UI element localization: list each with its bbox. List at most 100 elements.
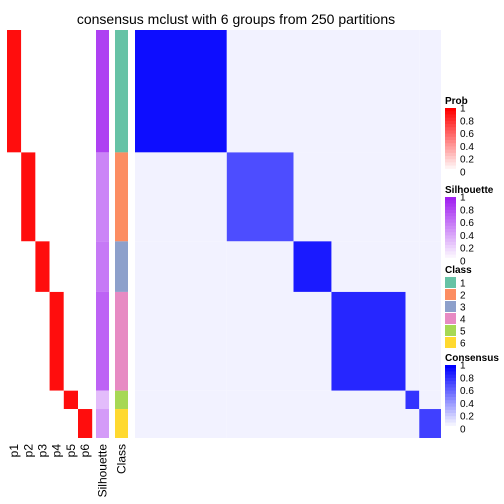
- prob-cell-p6-class-4: [78, 291, 93, 391]
- prob-cell-p5-class-1: [63, 30, 78, 153]
- consensus-block-3-3: [293, 241, 332, 292]
- prob-cell-p6-class-2: [78, 152, 93, 242]
- legend-gradient-step: [445, 377, 456, 382]
- legend-tick-label: 0.4: [460, 399, 474, 410]
- prob-cell-p4-class-2: [49, 152, 64, 242]
- prob-cell-p5-class-4: [63, 291, 78, 391]
- legend-gradient-step: [445, 197, 456, 201]
- consensus-block-6-6: [419, 409, 441, 438]
- prob-cell-p4-class-4: [49, 291, 64, 391]
- legend-gradient-step: [445, 393, 456, 398]
- silhouette-cell-class-3: [96, 241, 109, 292]
- consensus-block-1-4: [331, 30, 406, 153]
- consensus-block-5-1: [135, 390, 227, 410]
- prob-cell-p1-class-2: [7, 152, 22, 242]
- prob-cell-p2-class-6: [21, 409, 36, 438]
- legend-tick-label: 0.2: [460, 244, 474, 255]
- legend-class-swatch: [445, 289, 456, 300]
- consensus-block-2-2: [226, 152, 294, 242]
- legend-gradient-step: [445, 422, 456, 427]
- consensus-block-4-2: [226, 291, 294, 391]
- consensus-block-3-5: [405, 241, 420, 292]
- prob-cell-p4-class-3: [49, 241, 64, 292]
- legend-gradient-step: [445, 124, 456, 128]
- legend-class-swatch: [445, 313, 456, 324]
- legend-gradient-step: [445, 251, 456, 256]
- legend-tick-label: 0.8: [460, 116, 474, 127]
- prob-cell-p1-class-3: [7, 241, 22, 292]
- class-cell-2: [115, 152, 128, 242]
- legend-gradient-step: [445, 368, 456, 372]
- legend-gradient-step: [445, 127, 456, 131]
- legend-tick-label: 0: [460, 257, 466, 268]
- legend-gradient-step: [445, 117, 456, 122]
- consensus-block-5-3: [293, 390, 332, 410]
- consensus-block-6-5: [405, 409, 420, 438]
- legend-gradient-step: [445, 374, 456, 379]
- legend-gradient-step: [445, 254, 456, 259]
- prob-cell-p3-class-6: [35, 409, 50, 438]
- legend-gradient-step: [445, 229, 456, 233]
- legend-gradient-step: [445, 136, 456, 141]
- prob-cell-p4-class-5: [49, 390, 64, 410]
- legend-tick-label: 0.4: [460, 142, 474, 153]
- class-cell-5: [115, 390, 128, 410]
- prob-cell-p4-class-1: [49, 30, 64, 153]
- prob-cell-p2-class-4: [21, 291, 36, 391]
- prob-cell-p5-class-2: [63, 152, 78, 242]
- consensus-matrix: [135, 30, 441, 438]
- legend-gradient-step: [445, 425, 456, 430]
- legend-title: Consensus: [445, 353, 499, 364]
- legend-gradient-step: [445, 111, 456, 115]
- prob-cell-p2-class-2: [21, 152, 36, 242]
- legend-class-swatch: [445, 337, 456, 348]
- prob-cell-p2-class-5: [21, 390, 36, 410]
- consensus-block-4-3: [293, 291, 332, 391]
- legend-gradient-step: [445, 416, 456, 420]
- legend-gradient-step: [445, 397, 456, 401]
- consensus-block-6-1: [135, 409, 227, 438]
- prob-cell-p4-class-6: [49, 409, 64, 438]
- consensus-block-2-5: [405, 152, 420, 242]
- consensus-block-5-4: [331, 390, 406, 410]
- consensus-block-3-2: [226, 241, 294, 292]
- legend-tick-label: 0.6: [460, 386, 474, 397]
- consensus-block-4-5: [405, 291, 420, 391]
- column-label-silhouette: Silhouette: [96, 444, 110, 498]
- legend-gradient-step: [445, 387, 456, 392]
- legend-gradient-step: [445, 120, 456, 125]
- consensus-block-1-3: [293, 30, 332, 153]
- silhouette-cell-class-2: [96, 152, 109, 242]
- legend-gradient-step: [445, 225, 456, 230]
- legend-gradient-step: [445, 146, 456, 151]
- consensus-block-6-4: [331, 409, 406, 438]
- legend-gradient-step: [445, 248, 456, 252]
- legend-gradient-step: [445, 241, 456, 246]
- prob-cell-p3-class-2: [35, 152, 50, 242]
- legend-tick-label: 0.8: [460, 373, 474, 384]
- consensus-block-2-4: [331, 152, 406, 242]
- consensus-block-4-6: [419, 291, 441, 391]
- legend-gradient-step: [445, 200, 456, 204]
- column-label-p6: p6: [78, 444, 92, 458]
- legend-title: Silhouette: [445, 185, 494, 196]
- legend-gradient-step: [445, 406, 456, 411]
- legend-gradient-step: [445, 209, 456, 214]
- legend-class-swatch: [445, 277, 456, 288]
- prob-cell-p2-class-3: [21, 241, 36, 292]
- legend-gradient-step: [445, 390, 456, 395]
- column-label-p2: p2: [21, 444, 35, 458]
- legend-gradient-step: [445, 235, 456, 240]
- consensus-block-1-2: [226, 30, 294, 153]
- class-cell-3: [115, 241, 128, 292]
- consensus-block-5-2: [226, 390, 294, 410]
- prob-cell-p2-class-1: [21, 30, 36, 153]
- prob-cell-p5-class-5: [63, 390, 78, 410]
- legend-gradient-step: [445, 381, 456, 385]
- legend-gradient-step: [445, 419, 456, 424]
- prob-cell-p1-class-4: [7, 291, 22, 391]
- legend-gradient-step: [445, 371, 456, 376]
- legend-gradient-step: [445, 130, 456, 135]
